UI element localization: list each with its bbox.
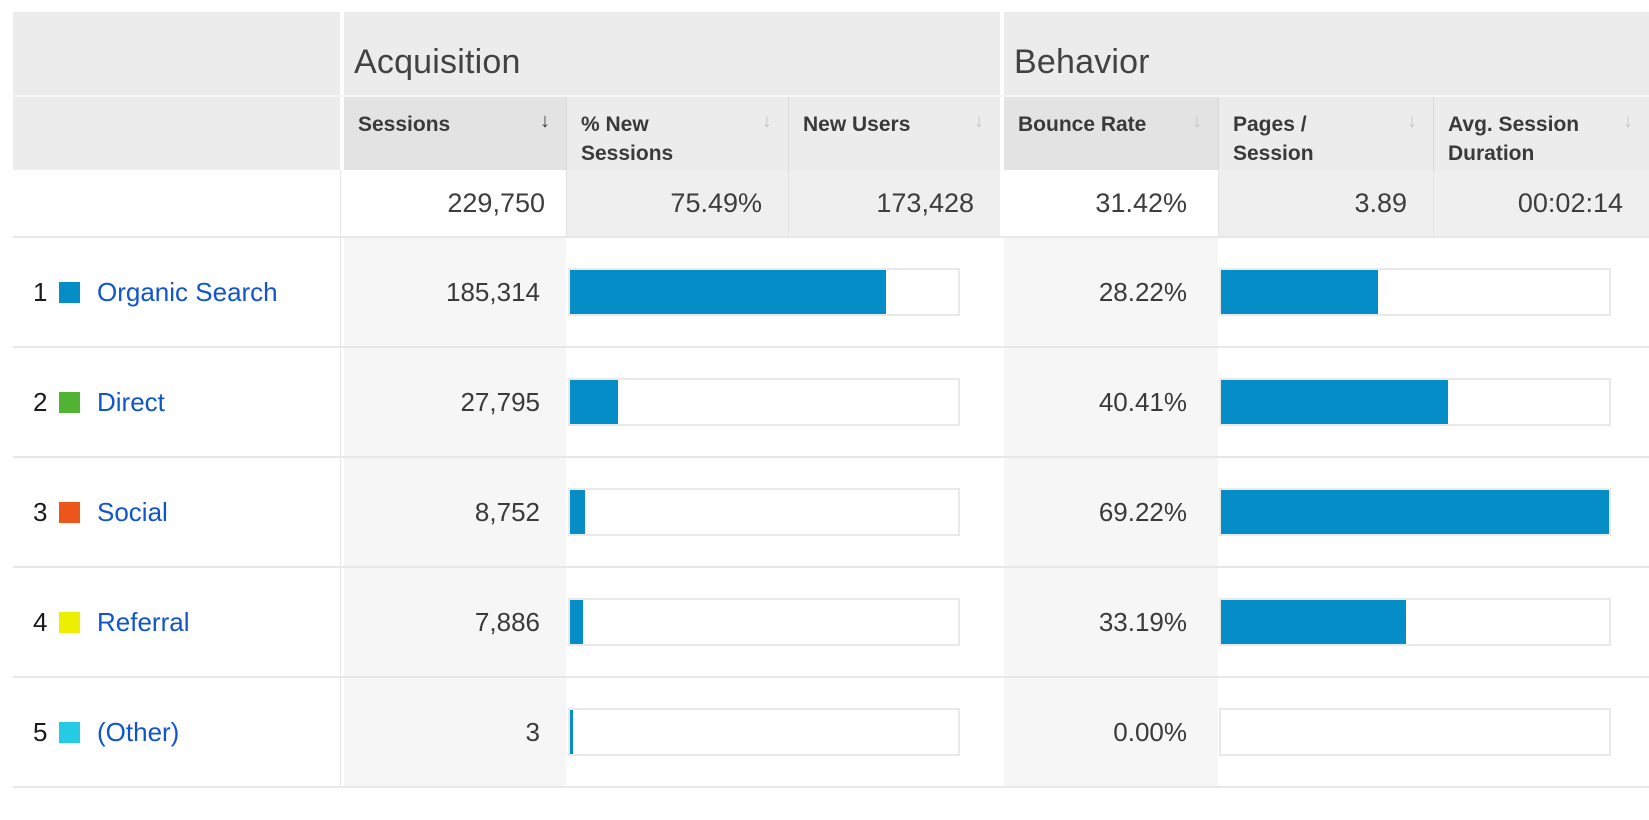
acquisition-group-title: Acquisition	[354, 43, 521, 81]
summary-avg-session-duration: 00:02:14	[1433, 170, 1649, 236]
row-rank: 4	[33, 606, 48, 637]
summary-new-users: 173,428	[788, 170, 1000, 236]
sessions-bar	[570, 710, 574, 754]
sort-icon[interactable]: ↓	[974, 110, 984, 132]
bounce-bar	[1221, 600, 1407, 644]
column-header-sessions[interactable]: Sessions ↓	[344, 97, 566, 170]
summary-row: 229,750 75.49% 173,428 31.42% 3.89 00:02…	[13, 170, 1649, 238]
sessions-bar	[570, 490, 586, 534]
sessions-bar-cell	[566, 458, 1000, 566]
column-header-pages-per-session[interactable]: Pages / Session ↓	[1218, 97, 1433, 170]
bounce-rate-value: 33.19%	[1004, 568, 1218, 676]
bounce-bar-cell	[1218, 238, 1649, 346]
row-rank: 3	[33, 496, 48, 527]
sessions-value: 8,752	[344, 458, 566, 566]
bounce-rate-value: 28.22%	[1004, 238, 1218, 346]
row-rank: 1	[33, 276, 48, 307]
channel-label-cell: 2 Direct	[13, 348, 340, 456]
sessions-value: 7,886	[344, 568, 566, 676]
behavior-group-title: Behavior	[1014, 43, 1150, 81]
sessions-bar-cell	[566, 238, 1000, 346]
column-header-avg-session-duration[interactable]: Avg. Session Duration ↓	[1433, 97, 1649, 170]
bar-track	[1219, 708, 1611, 756]
bar-track	[1219, 378, 1611, 426]
sessions-bar-cell	[566, 348, 1000, 456]
row-rank: 5	[33, 716, 48, 747]
channel-label-cell: 4 Referral	[13, 568, 340, 676]
channel-label-cell: 1 Organic Search	[13, 238, 340, 346]
sessions-value: 3	[344, 678, 566, 786]
channel-link[interactable]: Referral	[97, 606, 190, 637]
column-header-bounce-rate[interactable]: Bounce Rate ↓	[1004, 97, 1218, 170]
group-header-row: Acquisition Behavior	[13, 12, 1649, 95]
series-swatch	[59, 281, 80, 303]
bounce-bar-cell	[1218, 678, 1649, 786]
sessions-value: 185,314	[344, 238, 566, 346]
table-row: 3 Social 8,752 69.22%	[13, 458, 1649, 568]
column-header-row: Sessions ↓ % New Sessions ↓ New Users ↓ …	[13, 95, 1649, 170]
bar-track	[568, 378, 960, 426]
sort-icon[interactable]: ↓	[1623, 110, 1633, 132]
sort-icon[interactable]: ↓	[762, 110, 772, 132]
sessions-bar	[570, 270, 887, 314]
summary-sessions: 229,750	[344, 170, 566, 236]
column-header-pct-new-sessions[interactable]: % New Sessions ↓	[566, 97, 788, 170]
channel-link[interactable]: Direct	[97, 386, 165, 417]
bounce-bar	[1221, 380, 1448, 424]
bar-track	[568, 598, 960, 646]
bounce-bar	[1221, 270, 1379, 314]
sort-icon[interactable]: ↓	[1407, 110, 1417, 132]
series-swatch	[59, 391, 80, 413]
bounce-bar-cell	[1218, 458, 1649, 566]
sessions-bar-cell	[566, 678, 1000, 786]
bounce-bar-cell	[1218, 348, 1649, 456]
summary-pct-new-sessions: 75.49%	[566, 170, 788, 236]
row-rank: 2	[33, 386, 48, 417]
sessions-bar	[570, 380, 619, 424]
bar-track	[1219, 488, 1611, 536]
table-row: 5 (Other) 3 0.00%	[13, 678, 1649, 788]
group-header-acquisition: Acquisition	[344, 12, 1000, 95]
channel-label-cell: 5 (Other)	[13, 678, 340, 786]
bounce-bar	[1221, 490, 1609, 534]
row-label-column-header	[13, 97, 340, 170]
table-row: 1 Organic Search 185,314 28.22%	[13, 238, 1649, 348]
bar-track	[568, 268, 960, 316]
bounce-rate-value: 0.00%	[1004, 678, 1218, 786]
channel-link[interactable]: Social	[97, 496, 168, 527]
series-swatch	[59, 721, 80, 743]
channel-link[interactable]: (Other)	[97, 716, 180, 747]
table-row: 2 Direct 27,795 40.41%	[13, 348, 1649, 458]
summary-pages-per-session: 3.89	[1218, 170, 1433, 236]
group-header-spacer	[13, 12, 340, 95]
sort-icon[interactable]: ↓	[1192, 110, 1202, 132]
series-swatch	[59, 611, 80, 633]
bounce-bar-cell	[1218, 568, 1649, 676]
bounce-rate-value: 69.22%	[1004, 458, 1218, 566]
channel-link[interactable]: Organic Search	[97, 276, 278, 307]
summary-bounce-rate: 31.42%	[1004, 170, 1218, 236]
column-header-new-users[interactable]: New Users ↓	[788, 97, 1000, 170]
sessions-value: 27,795	[344, 348, 566, 456]
bar-track	[568, 488, 960, 536]
bar-track	[1219, 598, 1611, 646]
group-header-behavior: Behavior	[1004, 12, 1649, 95]
bar-track	[1219, 268, 1611, 316]
series-swatch	[59, 501, 80, 523]
sort-desc-icon[interactable]: ↓	[540, 110, 550, 132]
bar-track	[568, 708, 960, 756]
sessions-bar-cell	[566, 568, 1000, 676]
bounce-rate-value: 40.41%	[1004, 348, 1218, 456]
table-row: 4 Referral 7,886 33.19%	[13, 568, 1649, 678]
channels-table: Acquisition Behavior Sessions ↓ % New Se…	[13, 12, 1649, 788]
summary-label-cell	[13, 170, 340, 236]
channel-label-cell: 3 Social	[13, 458, 340, 566]
sessions-bar	[570, 600, 584, 644]
